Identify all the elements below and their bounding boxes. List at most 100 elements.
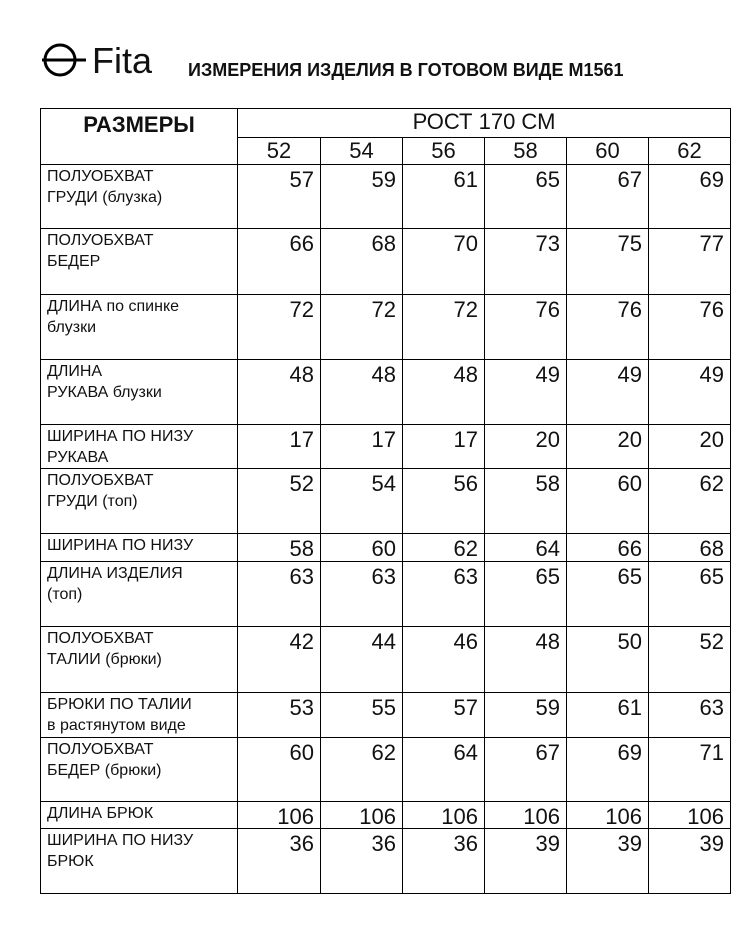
- row-label: ДЛИНА РУКАВА блузки: [40, 359, 238, 425]
- row-label: ШИРИНА ПО НИЗУ РУКАВА: [40, 424, 238, 469]
- value-cell: 63: [648, 692, 731, 738]
- value-cell: 17: [237, 424, 321, 469]
- value-cell: 49: [648, 359, 731, 425]
- value-cell: 48: [402, 359, 485, 425]
- value-cell: 54: [320, 468, 403, 534]
- value-cell: 106: [237, 801, 321, 829]
- value-cell: 50: [566, 626, 649, 693]
- row-label: ПОЛУОБХВАТ БЕДЕР: [40, 228, 238, 295]
- value-cell: 69: [566, 737, 649, 802]
- row-label: ПОЛУОБХВАТ БЕДЕР (брюки): [40, 737, 238, 802]
- value-cell: 76: [484, 294, 567, 360]
- logo-icon: [42, 43, 86, 77]
- group-header: РОСТ 170 СМ: [237, 108, 731, 138]
- value-cell: 49: [566, 359, 649, 425]
- value-cell: 64: [402, 737, 485, 802]
- value-cell: 73: [484, 228, 567, 295]
- value-cell: 56: [402, 468, 485, 534]
- value-cell: 39: [648, 828, 731, 894]
- row-label: БРЮКИ ПО ТАЛИИ в растянутом виде: [40, 692, 238, 738]
- value-cell: 46: [402, 626, 485, 693]
- value-cell: 75: [566, 228, 649, 295]
- value-cell: 36: [320, 828, 403, 894]
- value-cell: 66: [237, 228, 321, 295]
- value-cell: 17: [320, 424, 403, 469]
- row-label: ШИРИНА ПО НИЗУ БРЮК: [40, 828, 238, 894]
- value-cell: 63: [320, 561, 403, 627]
- size-header: 60: [566, 137, 649, 165]
- value-cell: 39: [566, 828, 649, 894]
- value-cell: 67: [566, 164, 649, 229]
- value-cell: 39: [484, 828, 567, 894]
- value-cell: 60: [237, 737, 321, 802]
- value-cell: 44: [320, 626, 403, 693]
- value-cell: 58: [237, 533, 321, 562]
- value-cell: 68: [320, 228, 403, 295]
- value-cell: 20: [566, 424, 649, 469]
- row-label: ДЛИНА ИЗДЕЛИЯ (топ): [40, 561, 238, 627]
- row-label: ПОЛУОБХВАТ ТАЛИИ (брюки): [40, 626, 238, 693]
- row-label: ПОЛУОБХВАТ ГРУДИ (блузка): [40, 164, 238, 229]
- value-cell: 76: [648, 294, 731, 360]
- value-cell: 106: [566, 801, 649, 829]
- size-header: 54: [320, 137, 403, 165]
- value-cell: 106: [402, 801, 485, 829]
- value-cell: 49: [484, 359, 567, 425]
- value-cell: 36: [402, 828, 485, 894]
- value-cell: 20: [484, 424, 567, 469]
- value-cell: 63: [237, 561, 321, 627]
- value-cell: 106: [320, 801, 403, 829]
- value-cell: 57: [402, 692, 485, 738]
- value-cell: 55: [320, 692, 403, 738]
- value-cell: 106: [648, 801, 731, 829]
- value-cell: 63: [402, 561, 485, 627]
- row-label: ШИРИНА ПО НИЗУ: [40, 533, 238, 562]
- value-cell: 62: [402, 533, 485, 562]
- value-cell: 42: [237, 626, 321, 693]
- value-cell: 65: [648, 561, 731, 627]
- value-cell: 20: [648, 424, 731, 469]
- value-cell: 65: [484, 164, 567, 229]
- value-cell: 67: [484, 737, 567, 802]
- size-header: 58: [484, 137, 567, 165]
- value-cell: 53: [237, 692, 321, 738]
- size-header: 56: [402, 137, 485, 165]
- value-cell: 52: [237, 468, 321, 534]
- value-cell: 17: [402, 424, 485, 469]
- value-cell: 58: [484, 468, 567, 534]
- value-cell: 64: [484, 533, 567, 562]
- corner-header: РАЗМЕРЫ: [40, 108, 238, 165]
- value-cell: 36: [237, 828, 321, 894]
- value-cell: 77: [648, 228, 731, 295]
- value-cell: 69: [648, 164, 731, 229]
- value-cell: 48: [237, 359, 321, 425]
- row-label: ДЛИНА по спинке блузки: [40, 294, 238, 360]
- value-cell: 57: [237, 164, 321, 229]
- size-header: 62: [648, 137, 731, 165]
- value-cell: 72: [402, 294, 485, 360]
- value-cell: 71: [648, 737, 731, 802]
- value-cell: 60: [320, 533, 403, 562]
- value-cell: 59: [320, 164, 403, 229]
- value-cell: 68: [648, 533, 731, 562]
- value-cell: 65: [566, 561, 649, 627]
- value-cell: 52: [648, 626, 731, 693]
- value-cell: 76: [566, 294, 649, 360]
- title: ИЗМЕРЕНИЯ ИЗДЕЛИЯ В ГОТОВОМ ВИДЕ М1561: [188, 60, 624, 80]
- value-cell: 66: [566, 533, 649, 562]
- value-cell: 60: [566, 468, 649, 534]
- value-cell: 62: [648, 468, 731, 534]
- size-header: 52: [237, 137, 321, 165]
- value-cell: 106: [484, 801, 567, 829]
- value-cell: 62: [320, 737, 403, 802]
- value-cell: 70: [402, 228, 485, 295]
- logo: Fita: [92, 40, 153, 81]
- value-cell: 59: [484, 692, 567, 738]
- value-cell: 65: [484, 561, 567, 627]
- row-label: ДЛИНА БРЮК: [40, 801, 238, 829]
- value-cell: 61: [566, 692, 649, 738]
- value-cell: 48: [484, 626, 567, 693]
- value-cell: 48: [320, 359, 403, 425]
- value-cell: 72: [237, 294, 321, 360]
